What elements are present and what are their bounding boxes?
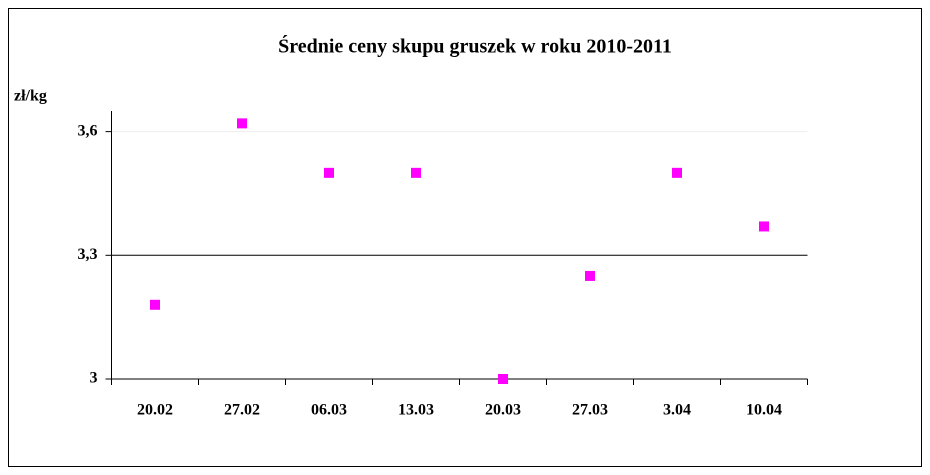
y-axis-label: zł/kg — [14, 88, 47, 105]
x-tick-label: 27.02 — [224, 402, 260, 419]
y-tick-label: 3 — [90, 370, 98, 387]
x-tick-label: 13.03 — [398, 402, 434, 419]
x-tick-label: 20.03 — [485, 402, 521, 419]
marker — [411, 167, 421, 178]
x-tick-label: 06.03 — [311, 402, 347, 419]
marker — [150, 299, 160, 310]
x-tick-label: 10.04 — [746, 402, 782, 419]
y-tick-label: 3,6 — [78, 122, 98, 139]
marker — [759, 221, 769, 232]
marker — [324, 167, 334, 178]
marker — [585, 270, 595, 281]
marker — [672, 167, 682, 178]
chart-border — [8, 8, 922, 467]
chart-title: Średnie ceny skupu gruszek w roku 2010-2… — [278, 34, 672, 58]
marker — [237, 118, 247, 129]
y-tick-label: 3,3 — [78, 246, 98, 263]
x-tick-label: 20.02 — [137, 402, 173, 419]
marker — [498, 374, 508, 384]
x-tick-label: 27.03 — [572, 402, 608, 419]
x-tick-label: 3.04 — [663, 402, 691, 419]
